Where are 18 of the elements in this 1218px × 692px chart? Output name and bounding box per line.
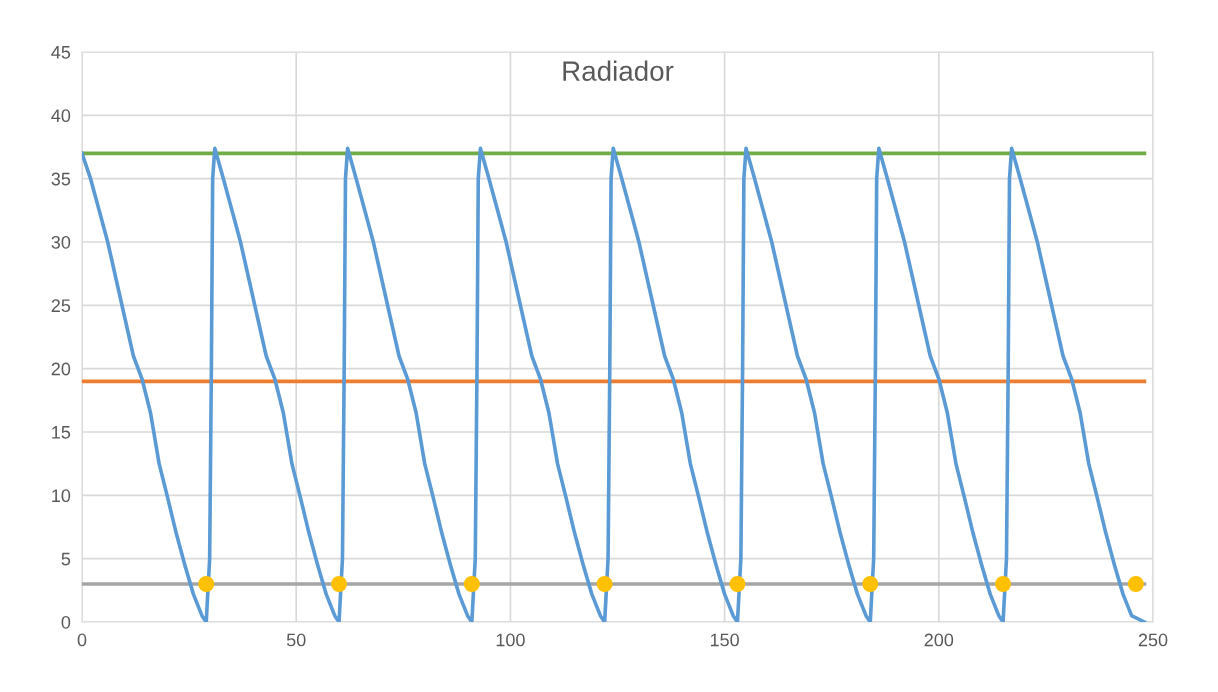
y-tick-label: 10	[52, 489, 71, 503]
x-tick-label: 100	[496, 633, 525, 647]
line-series	[82, 146, 1147, 622]
y-tick-label: 35	[51, 172, 71, 186]
x-tick-label: 200	[924, 633, 954, 647]
x-tick-label: 250	[1138, 633, 1168, 647]
y-tick-label: 15	[52, 426, 71, 439]
x-tick-label: 50	[286, 633, 306, 647]
y-tick-label: 20	[51, 362, 71, 376]
y-tick-label: 5	[61, 552, 71, 566]
y-tick-label: 25	[51, 299, 71, 313]
y-tick-label: 45	[51, 46, 71, 59]
chart-title: Radiador	[563, 60, 674, 81]
x-tick-label: 150	[710, 633, 739, 647]
y-tick-label: 40	[51, 109, 71, 123]
y-tick-label: 30	[51, 235, 71, 249]
x-tick-label: 0	[77, 633, 87, 647]
y-tick-label: 0	[61, 615, 71, 629]
